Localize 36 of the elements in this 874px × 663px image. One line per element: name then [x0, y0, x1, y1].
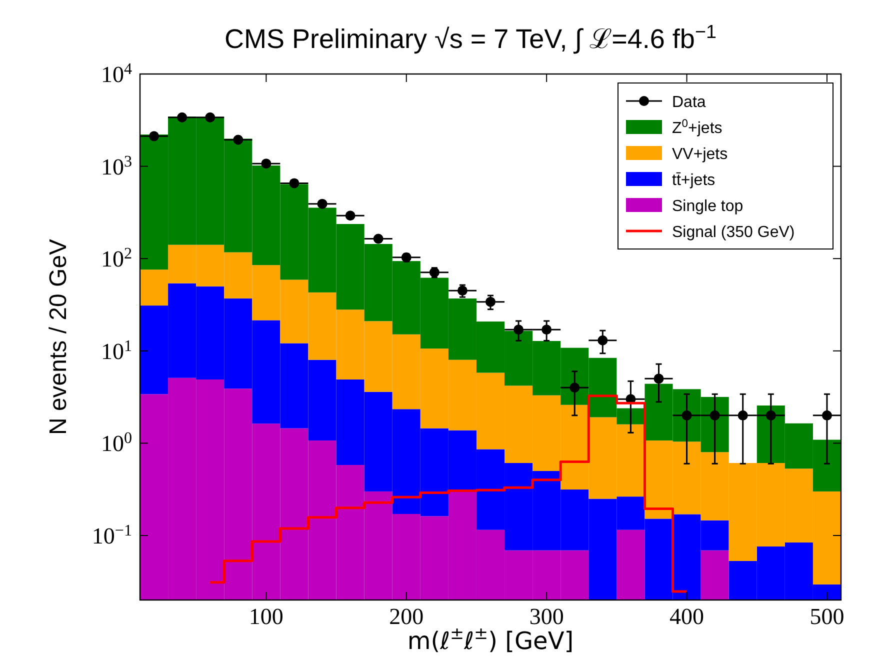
point — [149, 131, 160, 142]
point — [233, 134, 244, 145]
legend-label: Data — [672, 94, 706, 111]
point — [766, 410, 776, 420]
y-tick-label: 10$^{2}$ — [100, 245, 132, 272]
point — [317, 198, 328, 209]
point — [654, 374, 664, 384]
x-tick-label: 400 — [670, 604, 704, 629]
point — [261, 158, 272, 169]
legend-label: Z$^{0}$+jets — [672, 118, 722, 137]
legend-label: VV+jets — [672, 146, 728, 163]
y-tick-label: 10$^{−1}$ — [92, 522, 132, 548]
y-tick-label: 10$^{1}$ — [100, 337, 132, 364]
point — [570, 382, 580, 393]
point — [486, 296, 496, 307]
point — [598, 335, 608, 346]
legend-label: tt̄+jets — [672, 172, 716, 189]
point — [542, 324, 552, 335]
y-tick-label: 10$^{4}$ — [100, 60, 132, 87]
point — [289, 178, 300, 188]
point — [205, 112, 216, 122]
point — [514, 324, 524, 335]
point — [822, 410, 832, 420]
y-tick-label: 10$^{0}$ — [100, 430, 132, 456]
point — [738, 410, 748, 420]
y-axis-title: N events / 20 GeV — [45, 238, 72, 436]
point — [682, 410, 692, 420]
legend-label: Signal (350 GeV) — [672, 224, 795, 241]
legend-label: Single top — [672, 198, 744, 215]
point — [177, 112, 188, 122]
chart-title: CMS Preliminary √s = 7 TeV, ∫ ℒ=4.6 fb$^{−1}$ — [224, 22, 716, 54]
y-tick-label: 10$^{3}$ — [100, 152, 132, 180]
x-tick-label: 100 — [248, 604, 284, 629]
point — [345, 210, 356, 221]
x-tick-label: 500 — [810, 604, 844, 629]
point — [710, 410, 720, 420]
